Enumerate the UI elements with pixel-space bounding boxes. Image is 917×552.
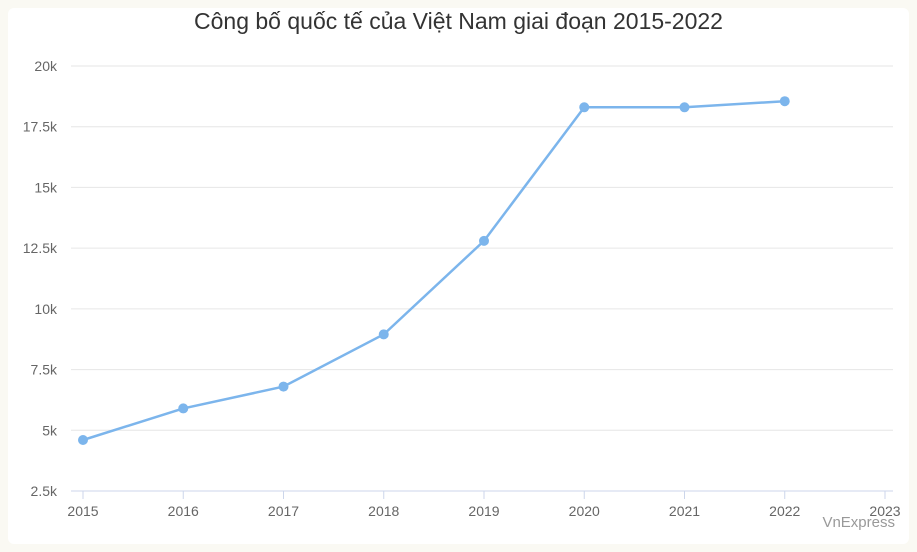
y-tick-label: 7.5k	[31, 362, 58, 378]
y-tick-label: 20k	[34, 58, 58, 74]
x-tick-label: 2015	[67, 503, 98, 519]
grid-lines	[71, 65, 893, 431]
data-point[interactable]	[579, 102, 590, 113]
chart-panel	[8, 8, 909, 544]
y-tick-label: 12.5k	[23, 240, 58, 256]
data-point[interactable]	[278, 381, 289, 392]
x-tick-label: 2021	[669, 503, 700, 519]
x-tick-label: 2023	[869, 503, 900, 519]
data-point[interactable]	[479, 235, 489, 246]
x-tick-label: 2019	[468, 503, 499, 519]
x-tick-label: 2022	[769, 503, 800, 519]
data-point[interactable]	[378, 329, 389, 340]
y-tick-label: 15k	[34, 179, 58, 195]
data-point[interactable]	[178, 403, 189, 414]
x-tick-label: 2016	[168, 503, 199, 519]
y-tick-label: 5k	[42, 422, 58, 438]
data-point[interactable]	[78, 435, 88, 445]
y-tick-label: 2.5k	[31, 483, 58, 499]
axes: 2.5k 5k 7.5k 10k 12.5k 15k 17.5k 20k 2015 2016 201…	[23, 58, 901, 519]
x-tick-label: 2020	[569, 503, 600, 519]
series-line	[81, 99, 786, 442]
y-tick-label: 10k	[34, 301, 58, 317]
chart-title: Công bố quốc tế của Việt Nam giai đoạn 2…	[194, 8, 723, 34]
x-tick-label: 2017	[268, 503, 299, 519]
series-layer	[78, 96, 790, 445]
x-tick-label: 2018	[368, 503, 399, 519]
data-point[interactable]	[779, 96, 790, 107]
y-tick-label: 17.5k	[23, 119, 58, 135]
source-label: VnExpress	[822, 514, 895, 531]
data-point[interactable]	[679, 102, 690, 113]
